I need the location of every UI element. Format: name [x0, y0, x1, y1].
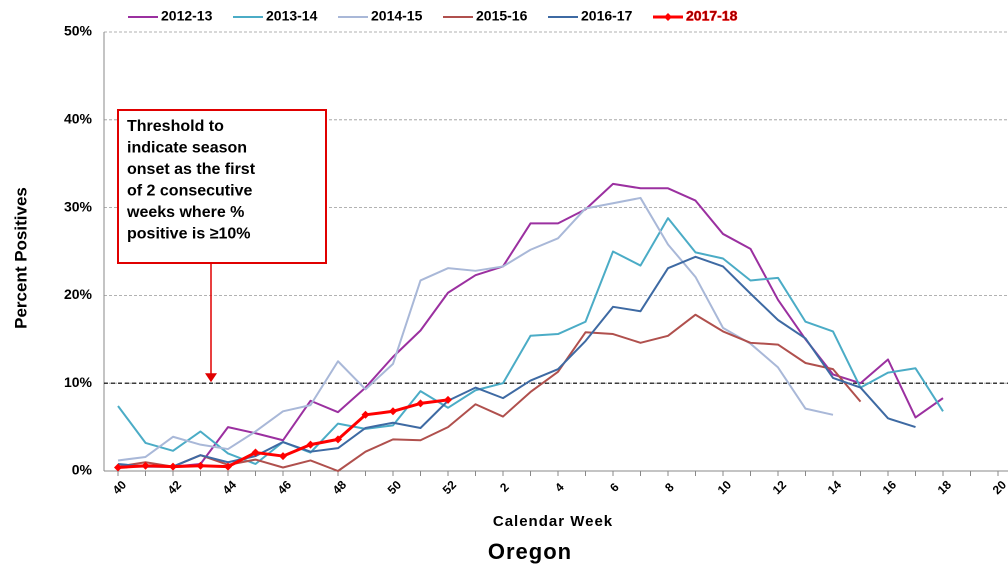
x-tick-label: 12	[770, 478, 790, 498]
x-tick-label: 14	[825, 478, 845, 498]
series-marker	[196, 461, 205, 470]
series-marker	[334, 435, 342, 444]
annotation-text: weeks where %	[126, 204, 244, 221]
series-marker	[169, 462, 177, 471]
x-tick-label: 48	[330, 478, 350, 498]
annotation-text: Threshold to	[127, 118, 224, 135]
x-tick-label: 6	[607, 480, 622, 495]
series-marker	[251, 448, 260, 457]
series-marker	[141, 461, 150, 470]
x-tick-label: 44	[220, 478, 240, 498]
x-tick-label: 10	[715, 478, 735, 498]
x-tick-label: 42	[165, 478, 185, 498]
series-line	[117, 196, 834, 462]
x-tick-label: 8	[662, 480, 677, 495]
x-tick-label: 46	[275, 478, 295, 498]
x-tick-label: 2	[497, 480, 512, 495]
series-marker	[444, 395, 452, 404]
annotation-text: positive is ≥10%	[127, 226, 251, 243]
legend-label: 2017-18	[686, 8, 738, 24]
x-tick-label: 18	[935, 478, 955, 498]
x-axis-label: Calendar Week	[493, 513, 613, 530]
x-tick-label: 50	[385, 478, 405, 498]
annotation-arrowhead	[205, 373, 217, 383]
y-tick-label: 50%	[64, 23, 93, 39]
legend-label: 2013-14	[266, 8, 318, 24]
legend-label: 2012-13	[161, 8, 213, 24]
annotation-text: of 2 consecutive	[127, 183, 252, 200]
series-marker	[389, 407, 397, 416]
series-line	[117, 217, 944, 465]
legend-label: 2016-17	[581, 8, 633, 24]
series-marker	[361, 410, 370, 419]
y-tick-label: 0%	[72, 462, 93, 478]
y-axis-label: Percent Positives	[11, 187, 30, 329]
annotation-text: indicate season	[127, 140, 247, 157]
series-marker	[416, 399, 425, 408]
y-tick-label: 10%	[64, 374, 93, 390]
chart-title: Oregon	[488, 539, 572, 564]
x-tick-label: 20	[990, 478, 1008, 498]
x-tick-label: 16	[880, 478, 900, 498]
series-marker	[114, 463, 122, 472]
legend-marker	[664, 13, 672, 21]
x-tick-label: 40	[110, 478, 130, 498]
legend-label: 2014-15	[371, 8, 423, 24]
series-marker	[279, 452, 287, 461]
series-marker	[224, 462, 232, 471]
annotation-box	[117, 109, 327, 264]
x-tick-label: 4	[552, 480, 567, 495]
x-tick-label: 52	[440, 478, 460, 498]
y-tick-label: 40%	[64, 111, 93, 127]
y-tick-label: 30%	[64, 198, 93, 214]
annotation-text: onset as the first	[127, 161, 256, 178]
series-line	[117, 313, 862, 472]
legend-label: 2015-16	[476, 8, 528, 24]
series-marker	[306, 440, 315, 449]
series-line	[117, 255, 916, 468]
y-tick-label: 20%	[64, 286, 93, 302]
